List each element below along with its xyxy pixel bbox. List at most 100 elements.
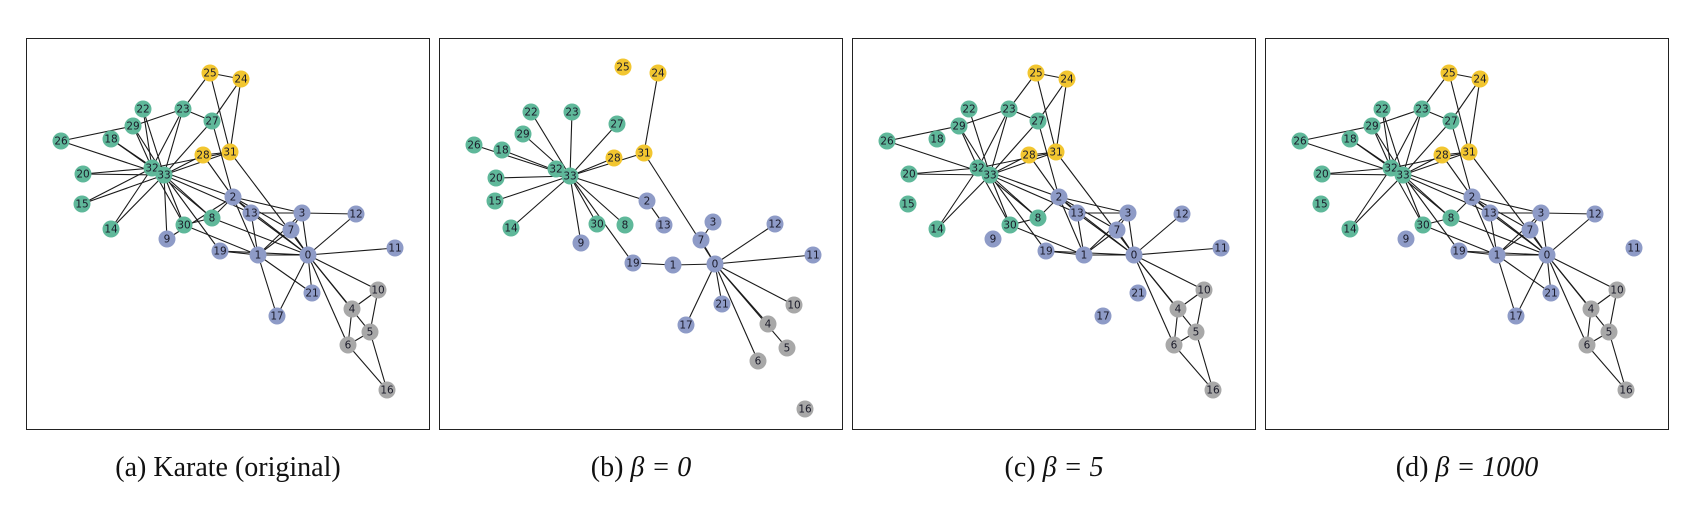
node-label: 1: [670, 260, 677, 272]
node-17: 17: [268, 307, 286, 325]
node-11: 11: [386, 239, 404, 257]
node-label: 17: [1096, 311, 1109, 323]
node-9: 9: [158, 230, 176, 248]
node-label: 33: [157, 170, 170, 182]
node-28: 28: [194, 146, 212, 164]
node-15: 15: [899, 195, 917, 213]
node-circle: [1532, 204, 1550, 222]
edge-23-29: [958, 108, 1010, 127]
edge-33-2: [569, 175, 648, 202]
node-label: 4: [349, 304, 356, 316]
node-circle: [778, 339, 796, 357]
edge-25-31: [1035, 72, 1057, 153]
node-label: 15: [75, 199, 88, 211]
node-circle: [386, 239, 404, 257]
node-25: 25: [201, 64, 219, 82]
caption-b: (b) β = 0: [439, 452, 843, 484]
node-circle: [649, 64, 667, 82]
node-11: 11: [1625, 239, 1643, 257]
node-7: 7: [692, 231, 710, 249]
edge-24-27: [211, 78, 242, 122]
node-label: 9: [578, 238, 585, 250]
node-circle: [638, 192, 656, 210]
edge-22-33: [1381, 108, 1404, 176]
edge-1-30: [1009, 224, 1085, 256]
node-6: 6: [749, 352, 767, 370]
node-circle: [293, 204, 311, 222]
edge-23-32: [1390, 108, 1423, 169]
node-9: 9: [1397, 230, 1415, 248]
node-16: 16: [378, 381, 396, 399]
node-5: 5: [361, 323, 379, 341]
edge-23-33: [1402, 108, 1423, 176]
node-circle: [1165, 336, 1183, 354]
node-label: 14: [1343, 224, 1357, 236]
node-21: 21: [303, 284, 321, 302]
node-label: 22: [962, 104, 975, 116]
node-circle: [1312, 195, 1330, 213]
node-16: 16: [1204, 381, 1222, 399]
node-9: 9: [984, 230, 1002, 248]
node-circle: [1414, 216, 1432, 234]
node-circle: [175, 216, 193, 234]
node-29: 29: [950, 117, 968, 135]
node-circle: [1029, 209, 1047, 227]
node-label: 3: [710, 217, 717, 229]
node-label: 8: [1448, 213, 1455, 225]
node-label: 16: [380, 385, 394, 397]
node-22: 22: [1373, 100, 1391, 118]
node-circle: [268, 307, 286, 325]
node-15: 15: [1312, 195, 1330, 213]
caption-c-math: β = 5: [1042, 452, 1104, 483]
node-circle: [1195, 281, 1213, 299]
node-2: 2: [224, 188, 242, 206]
edge-1-3: [1496, 212, 1542, 256]
edge-13-33: [1402, 174, 1491, 214]
node-label: 29: [952, 121, 965, 133]
node-label: 19: [626, 258, 639, 270]
edge-0-10: [1133, 254, 1205, 291]
node-label: 14: [104, 224, 118, 236]
edge-23-29: [1371, 108, 1423, 127]
edge-2-3: [232, 196, 303, 214]
edge-0-11: [307, 247, 396, 256]
node-circle: [1029, 112, 1047, 130]
node-circle: [635, 144, 653, 162]
edge-33-30: [569, 175, 598, 225]
node-circle: [1125, 246, 1143, 264]
node-8: 8: [203, 209, 221, 227]
edge-0-6: [714, 263, 759, 362]
edge-25-31: [1448, 72, 1470, 153]
caption-c-prefix: (c): [1004, 452, 1043, 483]
node-label: 22: [136, 104, 149, 116]
node-circle: [981, 166, 999, 184]
node-circle: [1108, 221, 1126, 239]
node-circle: [1440, 64, 1458, 82]
node-label: 19: [1452, 246, 1465, 258]
node-13: 13: [655, 216, 673, 234]
node-circle: [624, 254, 642, 272]
caption-c: (c) β = 5: [852, 452, 1256, 484]
node-label: 2: [1056, 192, 1063, 204]
edge-23-29: [132, 108, 184, 127]
node-label: 4: [1175, 304, 1182, 316]
edge-24-31: [1055, 78, 1068, 153]
node-circle: [1129, 284, 1147, 302]
edge-24-27: [1450, 78, 1481, 122]
edge-24-27: [1037, 78, 1068, 122]
node-label: 7: [1527, 225, 1534, 237]
node-circle: [242, 204, 260, 222]
node-circle: [1481, 204, 1499, 222]
node-circle: [561, 167, 579, 185]
node-circle: [249, 246, 267, 264]
node-label: 23: [565, 107, 578, 119]
node-33: 33: [981, 166, 999, 184]
node-23: 23: [174, 100, 192, 118]
node-circle: [1507, 307, 1525, 325]
node-label: 12: [1175, 209, 1188, 221]
node-circle: [465, 136, 483, 154]
node-label: 31: [223, 147, 236, 159]
edge-23-32: [151, 108, 184, 169]
node-circle: [487, 169, 505, 187]
